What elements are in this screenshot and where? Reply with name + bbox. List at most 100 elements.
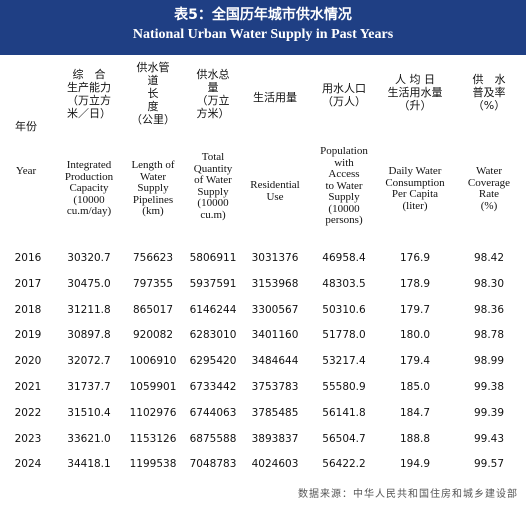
cell-year: 2022	[14, 406, 42, 419]
source-note: 数据来源：中华人民共和国住房和城乡建设部	[298, 489, 518, 500]
header-en-daily-consumption: Daily Water Consumption Per Capita (lite…	[385, 165, 445, 212]
header-en-year: Year	[15, 165, 37, 177]
cell-total-quantity: 6744063	[189, 406, 237, 419]
cell-capacity: 31737.7	[67, 381, 111, 393]
cell-daily-consumption: 179.4	[399, 355, 431, 368]
cell-residential-use: 4024603	[251, 458, 299, 471]
cell-total-quantity: 5937591	[189, 277, 237, 290]
table-row: 2021 31737.7 1059901 6733442 3753783 55580.9 1…	[0, 378, 526, 396]
cell-population: 56422.2	[322, 458, 366, 471]
header-en-total-quantity: Total Quantity of Water Supply (10000 cu…	[193, 151, 233, 221]
table-row: 2024 34418.1 1199538 7048783 4024603 56422.2 1…	[0, 455, 526, 473]
cell-population: 51778.0	[322, 329, 366, 342]
title-english: National Urban Water Supply in Past Year…	[132, 27, 394, 42]
cell-coverage-rate: 98.30	[473, 277, 505, 290]
table-row: 2022 31510.4 1102976 6744063 3785485 56141.8 1…	[0, 404, 526, 422]
cell-residential-use: 3785485	[251, 406, 299, 419]
table-row: 2020 32072.7 1006910 6295420 3484644 53217.4 1…	[0, 352, 526, 370]
cell-residential-use: 3893837	[251, 432, 299, 445]
cell-population: 53217.4	[322, 355, 366, 368]
cell-year: 2019	[14, 329, 42, 342]
cell-daily-consumption: 184.7	[399, 406, 431, 419]
cell-year: 2017	[14, 277, 42, 290]
cell-daily-consumption: 194.9	[399, 458, 431, 471]
cell-total-quantity: 7048783	[189, 458, 237, 471]
cell-coverage-rate: 98.78	[473, 329, 505, 342]
cell-total-quantity: 6283010	[189, 329, 237, 342]
title-bar: 表5：全国历年城市供水情况 National Urban Water Suppl…	[0, 0, 526, 55]
cell-daily-consumption: 180.0	[399, 329, 431, 342]
header-cn-pipelines: 供水管 道 长 度 （公里）	[131, 61, 175, 126]
header-en-population: Population with Access to Water Supply (…	[320, 145, 368, 226]
cell-residential-use: 3484644	[251, 355, 299, 368]
cell-coverage-rate: 98.42	[473, 252, 505, 264]
cell-pipelines: 1102976	[129, 406, 177, 419]
cell-pipelines: 1153126	[129, 432, 177, 445]
header-cn-year: 年份	[15, 120, 37, 133]
cell-pipelines: 920082	[132, 329, 174, 342]
cell-daily-consumption: 185.0	[399, 381, 431, 393]
cell-residential-use: 3753783	[251, 381, 299, 393]
cell-coverage-rate: 98.36	[473, 303, 505, 316]
header-en-pipelines: Length of Water Supply Pipelines (km)	[131, 159, 175, 217]
cell-residential-use: 3153968	[251, 277, 299, 290]
header-en-coverage: Water Coverage Rate (%)	[467, 165, 511, 212]
cell-year: 2018	[14, 303, 42, 316]
cell-year: 2021	[14, 381, 42, 393]
cell-pipelines: 797355	[132, 277, 174, 290]
header-en-capacity: Integrated Production Capacity (10000 cu…	[64, 159, 114, 217]
cell-population: 56504.7	[322, 432, 366, 445]
cell-total-quantity: 6146244	[189, 303, 237, 316]
cell-residential-use: 3031376	[251, 252, 299, 264]
cell-population: 56141.8	[322, 406, 366, 419]
cell-capacity: 33621.0	[67, 432, 111, 445]
cell-coverage-rate: 99.57	[473, 458, 505, 471]
cell-population: 50310.6	[322, 303, 366, 316]
cell-total-quantity: 6875588	[189, 432, 237, 445]
cell-daily-consumption: 179.7	[399, 303, 431, 316]
cell-daily-consumption: 176.9	[399, 252, 431, 264]
table-row: 2016 30320.7 756623 5806911 3031376 46958.4 17…	[0, 249, 526, 267]
cell-coverage-rate: 98.99	[473, 355, 505, 368]
title-chinese: 表5：全国历年城市供水情况	[174, 7, 352, 23]
cell-year: 2024	[14, 458, 42, 471]
cell-coverage-rate: 99.43	[473, 432, 505, 445]
cell-pipelines: 1006910	[129, 355, 177, 368]
cell-pipelines: 756623	[132, 252, 174, 264]
header-cn-population: 用水人口 （万人）	[322, 82, 366, 108]
cell-total-quantity: 5806911	[189, 252, 237, 264]
cell-population: 46958.4	[322, 252, 366, 264]
cell-year: 2016	[14, 252, 42, 264]
cell-pipelines: 865017	[132, 303, 174, 316]
cell-year: 2020	[14, 355, 42, 368]
header-cn-total-quantity: 供水总 量 （万立 方米）	[196, 68, 230, 120]
cell-residential-use: 3300567	[251, 303, 299, 316]
cell-population: 48303.5	[322, 277, 366, 290]
cell-capacity: 34418.1	[67, 458, 111, 471]
cell-pipelines: 1199538	[129, 458, 177, 471]
cell-daily-consumption: 178.9	[399, 277, 431, 290]
header-en-residential: Residential Use	[250, 179, 300, 203]
cell-residential-use: 3401160	[251, 329, 299, 342]
header-cn-daily-consumption: 人 均 日 生活用水量 （升）	[387, 73, 443, 112]
cell-daily-consumption: 188.8	[399, 432, 431, 445]
cell-total-quantity: 6733442	[189, 381, 237, 393]
header-cn-coverage: 供 水 普及率 （%）	[472, 73, 506, 112]
cell-pipelines: 1059901	[129, 381, 177, 393]
header-cn-capacity: 综 合 生产能力 （万立方 米／日）	[67, 68, 111, 120]
cell-coverage-rate: 99.38	[473, 381, 505, 393]
table-row: 2018 31211.8 865017 6146244 3300567 50310.6 17…	[0, 301, 526, 319]
table-row: 2019 30897.8 920082 6283010 3401160 51778.0 18…	[0, 326, 526, 344]
cell-capacity: 30320.7	[67, 252, 111, 264]
cell-total-quantity: 6295420	[189, 355, 237, 368]
table-row: 2023 33621.0 1153126 6875588 3893837 56504.7 1…	[0, 430, 526, 448]
table-row: 2017 30475.0 797355 5937591 3153968 48303.5 17…	[0, 275, 526, 293]
cell-capacity: 31211.8	[67, 303, 111, 316]
cell-year: 2023	[14, 432, 42, 445]
cell-coverage-rate: 99.39	[473, 406, 505, 419]
header-cn-residential: 生活用量	[253, 91, 297, 104]
cell-capacity: 30897.8	[67, 329, 111, 342]
cell-capacity: 31510.4	[67, 406, 111, 419]
cell-capacity: 32072.7	[67, 355, 111, 368]
cell-capacity: 30475.0	[67, 277, 111, 290]
